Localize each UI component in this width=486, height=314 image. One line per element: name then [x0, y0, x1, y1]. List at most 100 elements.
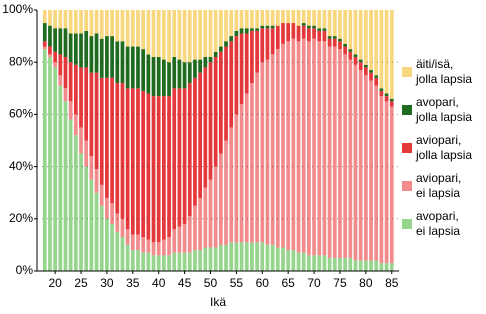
bar-segment [141, 237, 146, 253]
bar-segment [301, 23, 306, 26]
bar-segment [327, 257, 332, 271]
bar-segment [224, 140, 228, 245]
bar-segment [213, 247, 218, 271]
bar-segment [312, 10, 316, 26]
bar-segment [322, 30, 327, 42]
bar-segment [218, 244, 223, 271]
bar-segment [353, 54, 358, 57]
x-tick-label: 60 [256, 276, 270, 290]
bar-segment [374, 260, 379, 271]
bar-segment [239, 33, 244, 104]
bar-segment [167, 96, 171, 238]
x-tick-label: 20 [48, 276, 62, 290]
bar-segment [94, 72, 99, 170]
bar-segment [120, 218, 125, 238]
legend-label: aviopari, jolla lapsia [416, 133, 473, 162]
bar-segment [115, 231, 120, 271]
bar-segment [125, 229, 130, 245]
bar-segment [94, 33, 99, 73]
bar-segment [244, 242, 249, 271]
bar-segment [296, 10, 301, 26]
bar-segment [369, 72, 373, 81]
bar-segment [198, 10, 202, 60]
x-tick-label: 55 [230, 276, 244, 290]
bar-segment [317, 10, 322, 29]
bar-segment [48, 56, 52, 272]
bar-segment [291, 250, 296, 271]
bar-segment [363, 67, 368, 76]
bar-segment [281, 10, 285, 24]
legend-item: aviopari, ei lapsia [402, 171, 461, 201]
bar-segment [187, 62, 192, 84]
bar-segment [151, 56, 156, 97]
bar-segment [322, 255, 327, 271]
bar-segment [307, 41, 311, 256]
bar-segment [312, 25, 316, 29]
bar-segment [343, 257, 348, 271]
bar-segment [84, 166, 89, 271]
bar-segment [115, 41, 120, 84]
bar-segment [105, 77, 109, 198]
bar-segment [162, 255, 166, 271]
bar-segment [156, 96, 161, 243]
bar-segment [115, 10, 120, 42]
bar-segment [130, 234, 135, 251]
y-tick-label: 40% [9, 159, 33, 173]
x-tick-label: 40 [152, 276, 166, 290]
bar-segment [48, 10, 52, 26]
bar-segment [327, 46, 332, 258]
bar-segment [307, 25, 311, 29]
bar-segment [48, 46, 52, 55]
bar-segment [363, 75, 368, 261]
bar-segment [229, 41, 234, 128]
bar-segment [353, 56, 358, 65]
bar-segment [343, 10, 348, 44]
bar-segment [281, 23, 285, 44]
bar-segment [182, 88, 187, 225]
bar-segment [213, 51, 218, 57]
bar-segment [301, 25, 306, 39]
bar-segment [156, 56, 161, 97]
bar-segment [172, 229, 177, 253]
bar-segment [358, 62, 363, 71]
bar-segment [363, 10, 368, 65]
bar-segment [146, 239, 151, 253]
bar-segment [322, 28, 327, 31]
bar-segment [275, 10, 280, 26]
bar-segment [187, 83, 192, 217]
bar-segment [73, 135, 78, 271]
bar-segment [343, 54, 348, 258]
bar-segment [182, 62, 187, 89]
bar-segment [291, 10, 296, 24]
bar-segment [110, 10, 114, 37]
bar-segment [260, 28, 265, 63]
bar-segment [379, 10, 384, 89]
bar-segment [162, 59, 166, 97]
bar-segment [224, 10, 228, 42]
bar-segment [63, 56, 68, 89]
bar-segment [177, 226, 182, 253]
bar-segment [42, 46, 47, 50]
bar-segment [291, 23, 296, 39]
bar-segment [89, 179, 94, 271]
x-tick-label: 35 [126, 276, 140, 290]
bar-segment [353, 64, 358, 261]
bar-segment [193, 77, 197, 206]
bar-segment [281, 43, 285, 248]
bar-segment [203, 67, 208, 188]
x-tick-label: 80 [359, 276, 373, 290]
bar-segment [270, 54, 275, 245]
bar-segment [250, 10, 254, 29]
bar-segment [244, 33, 249, 94]
legend-swatch [402, 105, 412, 115]
bar-segment [156, 10, 161, 57]
bar-segment [327, 10, 332, 37]
bar-segment [115, 83, 120, 214]
bar-segment [307, 255, 311, 271]
bar-segment [53, 28, 57, 52]
bar-segment [224, 46, 228, 141]
bar-segment [255, 30, 259, 73]
bar-segment [198, 250, 202, 271]
bar-segment [110, 77, 114, 204]
